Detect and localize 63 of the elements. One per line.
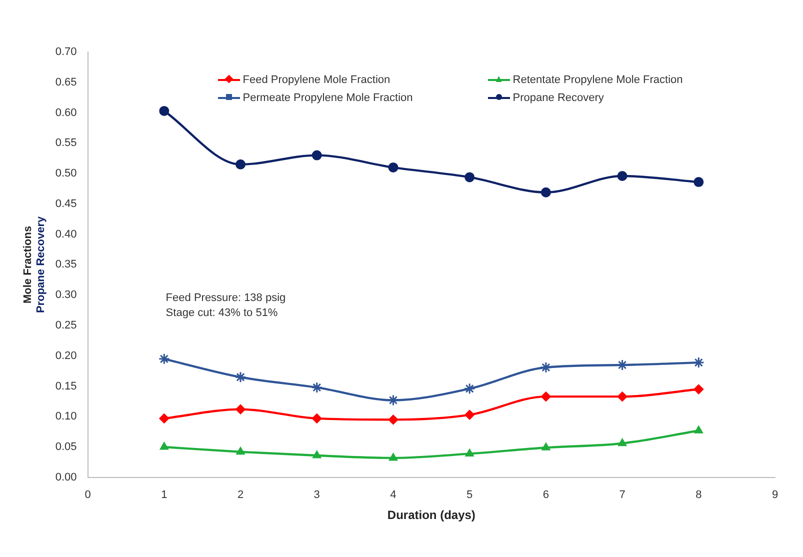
point: [618, 438, 627, 446]
y-tick-label: 0.40: [55, 228, 77, 240]
point: [234, 371, 246, 383]
point: [158, 353, 170, 365]
point: [236, 446, 245, 455]
y-tick-label: 0.70: [55, 46, 77, 58]
x-tick-label: 6: [542, 489, 549, 502]
point: [617, 170, 628, 181]
x-tick-label: 0: [84, 489, 91, 502]
legend-label: Feed Propylene Mole Fraction: [242, 74, 390, 86]
x-tick-label: 4: [390, 489, 396, 502]
point: [388, 414, 398, 425]
point: [388, 162, 398, 172]
point: [388, 452, 398, 461]
x-tick-label: 8: [696, 489, 702, 502]
x-tick-label: 9: [772, 489, 778, 502]
y-tick-label: 0.25: [55, 320, 77, 332]
y-axis-title: Mole Fractions Propane Recovery: [22, 216, 48, 314]
point: [312, 150, 322, 160]
point: [542, 442, 550, 450]
legend-label: Retentate Propylene Mole Fraction: [512, 74, 683, 86]
x-tick-label: 1: [161, 489, 168, 502]
point: [236, 404, 246, 414]
y-tick-label: 0.10: [55, 410, 77, 423]
point: [464, 172, 475, 182]
point: [694, 384, 704, 394]
point: [694, 426, 704, 434]
y-tick-label: 0.45: [55, 198, 77, 210]
y-tick-label: 0.15: [55, 380, 77, 392]
point: [464, 382, 476, 394]
point: [464, 410, 475, 420]
point: [692, 356, 704, 368]
y-tick-label: 0.55: [55, 137, 77, 150]
point: [617, 392, 628, 402]
point: [312, 413, 322, 424]
x-tick-label: 3: [314, 489, 320, 502]
point: [465, 448, 474, 456]
y-tick-label: 0.65: [55, 76, 77, 88]
point: [311, 382, 323, 394]
y-tick-label: 0.60: [55, 106, 77, 119]
y-tick-label: 0.05: [55, 441, 77, 454]
legend-label: Permeate Propylene Mole Fraction: [242, 92, 413, 104]
point: [540, 362, 552, 374]
point: [159, 413, 170, 424]
point: [540, 187, 551, 198]
x-tick-label: 7: [619, 489, 626, 502]
point: [694, 177, 704, 188]
point: [540, 392, 551, 402]
legend-label: Propane Recovery: [512, 92, 604, 104]
point: [159, 106, 170, 116]
point: [236, 159, 246, 170]
y-tick-label: 0.50: [55, 168, 77, 180]
y-tick-label: 0.00: [55, 471, 77, 484]
x-axis-title: Duration (days): [387, 508, 476, 522]
point: [160, 442, 169, 450]
x-tick-label: 5: [466, 489, 473, 502]
annotation: Stage cut: 43% to 51%: [166, 307, 278, 320]
annotation: Feed Pressure: 138 psig: [166, 292, 286, 304]
x-tick-label: 2: [237, 489, 244, 502]
y-tick-label: 0.35: [55, 258, 77, 271]
y-tick-label: 0.30: [55, 289, 77, 302]
point: [312, 450, 322, 458]
y-tick-label: 0.20: [55, 350, 77, 362]
